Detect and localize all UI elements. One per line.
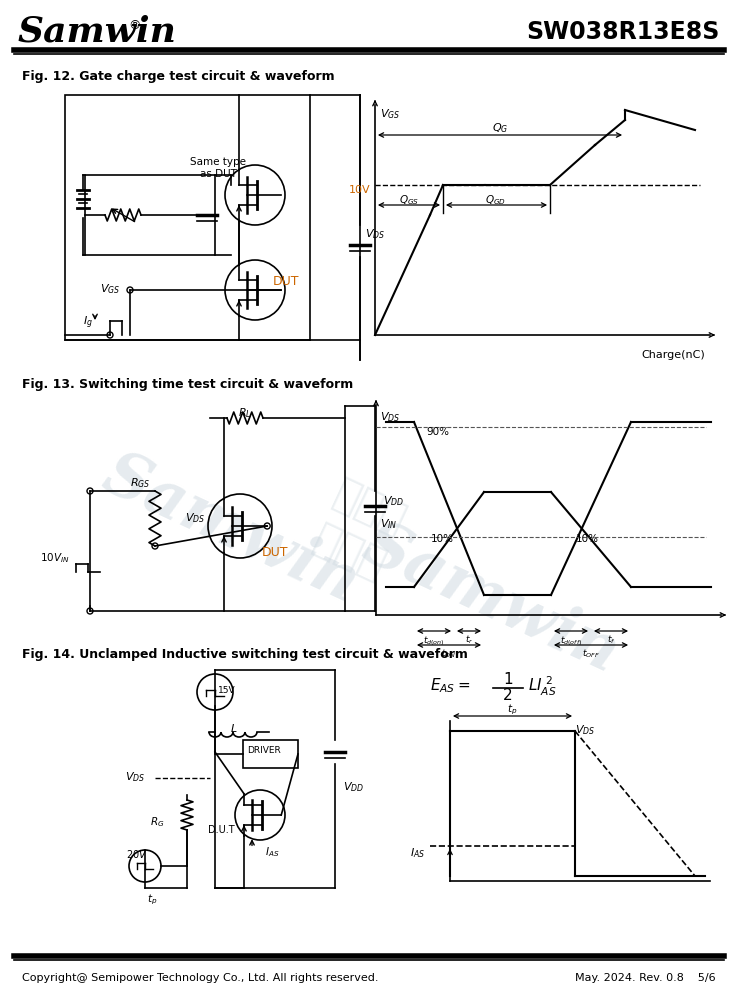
Text: $V_{IN}$: $V_{IN}$ xyxy=(380,517,398,531)
Text: $t_{d(on)}$: $t_{d(on)}$ xyxy=(423,634,445,648)
Text: 2: 2 xyxy=(503,688,513,704)
Text: D.U.T: D.U.T xyxy=(208,825,235,835)
Text: $t_p$: $t_p$ xyxy=(147,893,157,907)
Text: $t_{ON}$: $t_{ON}$ xyxy=(441,648,457,660)
Text: ®: ® xyxy=(128,19,140,32)
Text: $R_G$: $R_G$ xyxy=(150,815,165,829)
Text: $E_{AS}=$: $E_{AS}=$ xyxy=(430,677,470,695)
Text: $Q_{GS}$: $Q_{GS}$ xyxy=(399,193,419,207)
Text: $V_{DS}$: $V_{DS}$ xyxy=(575,723,596,737)
Text: $V_{DS}$: $V_{DS}$ xyxy=(185,511,205,525)
Text: $L I_{AS}^{\ 2}$: $L I_{AS}^{\ 2}$ xyxy=(528,674,556,698)
Text: Fig. 13. Switching time test circuit & waveform: Fig. 13. Switching time test circuit & w… xyxy=(22,378,354,391)
Text: $t_r$: $t_r$ xyxy=(465,634,473,647)
Text: Fig. 12. Gate charge test circuit & waveform: Fig. 12. Gate charge test circuit & wave… xyxy=(22,70,334,83)
Text: $t_p$: $t_p$ xyxy=(507,703,517,717)
Text: DUT: DUT xyxy=(273,275,300,288)
Text: $L$: $L$ xyxy=(230,722,238,734)
Text: $R_L$: $R_L$ xyxy=(238,406,252,420)
Text: Copyright@ Semipower Technology Co., Ltd. All rights reserved.: Copyright@ Semipower Technology Co., Ltd… xyxy=(22,973,379,983)
Bar xyxy=(65,95,310,340)
Text: $Q_{GD}$: $Q_{GD}$ xyxy=(486,193,506,207)
Text: $t_f$: $t_f$ xyxy=(607,634,615,647)
Text: $I_{AS}$: $I_{AS}$ xyxy=(265,845,280,859)
Text: SW038R13E8S: SW038R13E8S xyxy=(527,20,720,44)
Text: $t_{OFF}$: $t_{OFF}$ xyxy=(582,648,600,660)
Text: 90%: 90% xyxy=(426,427,449,437)
Text: $20V$: $20V$ xyxy=(126,848,148,860)
Text: $V_{GS}$: $V_{GS}$ xyxy=(380,107,400,121)
Text: 1: 1 xyxy=(503,672,513,688)
Text: $V_{GS}$: $V_{GS}$ xyxy=(100,282,120,296)
Text: $V_{DD}$: $V_{DD}$ xyxy=(383,494,404,508)
Bar xyxy=(243,740,298,768)
Text: DUT: DUT xyxy=(262,546,289,559)
Text: Samwin: Samwin xyxy=(353,514,627,686)
Text: Same type: Same type xyxy=(190,157,246,167)
Text: $V_{DS}$: $V_{DS}$ xyxy=(125,770,145,784)
Text: $R_{GS}$: $R_{GS}$ xyxy=(130,476,151,490)
Text: DRIVER: DRIVER xyxy=(247,746,280,755)
Text: $I_{AS}$: $I_{AS}$ xyxy=(410,846,425,860)
Text: 15V: 15V xyxy=(218,686,235,695)
Text: 10%: 10% xyxy=(576,534,599,544)
Text: Samwin: Samwin xyxy=(92,444,368,616)
Text: $V_{DS}$: $V_{DS}$ xyxy=(380,410,400,424)
Text: $I_g$: $I_g$ xyxy=(83,315,93,331)
Text: Samwin: Samwin xyxy=(18,15,177,49)
Text: Fig. 14. Unclamped Inductive switching test circuit & waveform: Fig. 14. Unclamped Inductive switching t… xyxy=(22,648,468,661)
Text: $t_{d(off)}$: $t_{d(off)}$ xyxy=(560,634,582,648)
Text: $V_{DD}$: $V_{DD}$ xyxy=(343,780,364,794)
Text: as DUT: as DUT xyxy=(200,169,237,179)
Text: 10V: 10V xyxy=(348,185,370,195)
Bar xyxy=(85,175,215,255)
Text: 10%: 10% xyxy=(431,534,454,544)
Text: 芯力特
部品保: 芯力特 部品保 xyxy=(307,473,413,587)
Text: $Q_G$: $Q_G$ xyxy=(492,121,508,135)
Text: $V_{DS}$: $V_{DS}$ xyxy=(365,227,385,241)
Text: May. 2024. Rev. 0.8    5/6: May. 2024. Rev. 0.8 5/6 xyxy=(576,973,716,983)
Text: Charge(nC): Charge(nC) xyxy=(641,350,705,360)
Text: $10V_{IN}$: $10V_{IN}$ xyxy=(40,551,69,565)
